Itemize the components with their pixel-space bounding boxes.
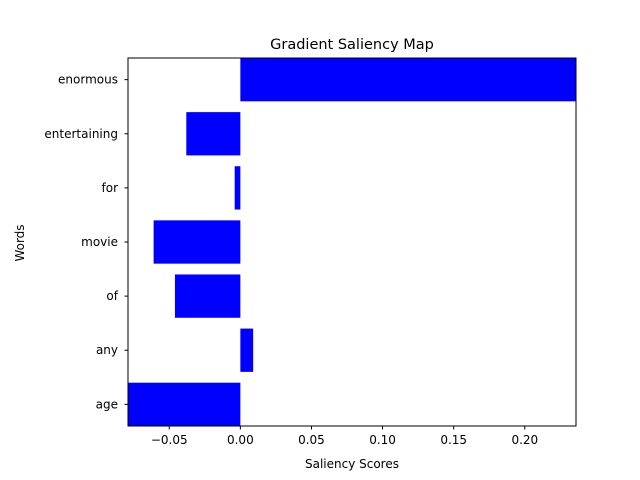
bar-any (240, 328, 254, 372)
y-tick-label: any (96, 343, 118, 357)
bar-enormous (240, 58, 576, 102)
bars-group (128, 58, 576, 426)
x-tick-label: 0.05 (298, 433, 325, 447)
x-tick-label: 0.20 (511, 433, 538, 447)
y-tick-label: movie (81, 235, 118, 249)
x-tick-label: 0.15 (440, 433, 467, 447)
y-tick-label: entertaining (44, 127, 118, 141)
y-tick-label: age (96, 397, 118, 411)
x-axis-label: Saliency Scores (305, 457, 399, 471)
bar-entertaining (186, 112, 241, 156)
x-tick-label: 0.00 (227, 433, 254, 447)
plot-frame (127, 57, 577, 427)
y-tick-label: enormous (58, 73, 118, 87)
x-tick-label: 0.10 (369, 433, 396, 447)
bar-of (174, 274, 241, 318)
x-axis: −0.05 0.00 0.05 0.10 0.15 0.20 (151, 426, 538, 447)
y-tick-label: for (102, 181, 119, 195)
chart-title: Gradient Saliency Map (270, 37, 434, 53)
bar-movie (153, 220, 241, 264)
x-tick-label: −0.05 (151, 433, 188, 447)
y-axis-label: Words (13, 224, 27, 261)
y-axis: age any of movie for entertaining enormous (44, 73, 128, 411)
y-tick-label: of (106, 289, 118, 303)
bar-for (234, 166, 241, 210)
bar-age (128, 382, 241, 426)
